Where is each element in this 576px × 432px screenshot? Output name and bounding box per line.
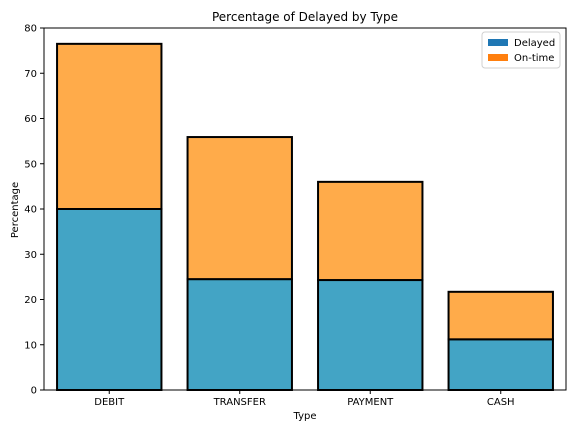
y-tick-label: 80 bbox=[24, 24, 37, 35]
x-tick-label: DEBIT bbox=[94, 397, 125, 408]
legend-label-delayed: Delayed bbox=[514, 38, 555, 49]
bar-delayed-cash bbox=[449, 339, 553, 390]
legend-label-on-time: On-time bbox=[514, 53, 554, 64]
bar-on-time-transfer bbox=[188, 137, 292, 279]
chart-title: Percentage of Delayed by Type bbox=[212, 10, 398, 24]
bar-delayed-transfer bbox=[188, 279, 292, 390]
legend: Delayed On-time bbox=[482, 32, 560, 68]
x-tick-label: PAYMENT bbox=[347, 397, 394, 408]
y-tick-label: 70 bbox=[24, 69, 37, 80]
legend-swatch-on-time bbox=[488, 54, 508, 61]
y-tick-label: 50 bbox=[24, 159, 37, 170]
bar-delayed-payment bbox=[318, 280, 422, 390]
bar-on-time-debit bbox=[57, 44, 161, 209]
y-tick-label: 0 bbox=[31, 386, 37, 397]
legend-swatch-delayed bbox=[488, 39, 508, 46]
bar-on-time-cash bbox=[449, 292, 553, 340]
y-tick-label: 40 bbox=[24, 205, 37, 216]
x-tick-label: CASH bbox=[487, 397, 515, 408]
x-tick-label: TRANSFER bbox=[213, 397, 266, 408]
bars-group bbox=[57, 44, 553, 390]
y-tick-label: 60 bbox=[24, 114, 37, 125]
bar-delayed-debit bbox=[57, 209, 161, 390]
bar-on-time-payment bbox=[318, 182, 422, 280]
y-tick-label: 10 bbox=[24, 340, 37, 351]
y-tick-label: 30 bbox=[24, 250, 37, 261]
y-axis-label: Percentage bbox=[10, 182, 21, 238]
y-tick-label: 20 bbox=[24, 295, 37, 306]
x-axis-label: Type bbox=[293, 411, 317, 422]
